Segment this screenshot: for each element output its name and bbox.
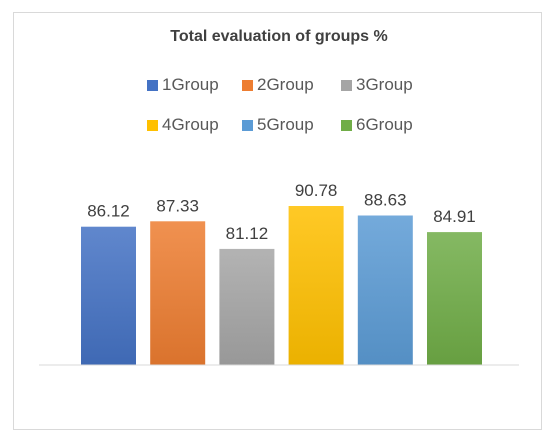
legend-swatch-1group — [147, 79, 158, 91]
legend-label-2group: 2Group — [257, 75, 314, 94]
legend-swatch-3group — [341, 79, 352, 91]
bars-group: 86.12 87.33 81.12 90.78 88.63 84.91 — [81, 181, 482, 365]
legend-swatch-6group — [341, 119, 352, 131]
legend-item-4group: 4Group — [147, 115, 219, 135]
legend-swatch-5group — [242, 119, 253, 131]
legend-item-1group: 1Group — [147, 75, 219, 95]
data-label-1group: 86.12 — [87, 202, 130, 221]
bar-4group — [288, 206, 344, 365]
chart-title: Total evaluation of groups % — [170, 28, 388, 45]
legend-swatch-4group — [147, 119, 158, 131]
legend-label-4group: 4Group — [162, 115, 219, 134]
data-label-2group: 87.33 — [156, 196, 199, 215]
legend-item-2group: 2Group — [242, 75, 314, 95]
legend-label-5group: 5Group — [257, 115, 314, 134]
bar-1group — [81, 226, 136, 365]
data-label-5group: 88.63 — [364, 191, 407, 210]
legend-label-6group: 6Group — [356, 115, 413, 134]
data-label-6group: 84.91 — [433, 207, 476, 226]
legend-swatch-2group — [242, 79, 253, 91]
legend-label-3group: 3Group — [356, 75, 413, 94]
legend-item-5group: 5Group — [242, 115, 314, 135]
bar-3group — [219, 248, 275, 365]
data-label-4group: 90.78 — [295, 181, 338, 200]
bar-2group — [150, 221, 206, 365]
legend-item-6group: 6Group — [341, 115, 413, 135]
bar-6group — [427, 232, 482, 365]
legend-label-1group: 1Group — [162, 75, 219, 94]
bar-5group — [357, 215, 413, 365]
data-label-3group: 81.12 — [226, 224, 269, 243]
legend-item-3group: 3Group — [341, 75, 413, 95]
